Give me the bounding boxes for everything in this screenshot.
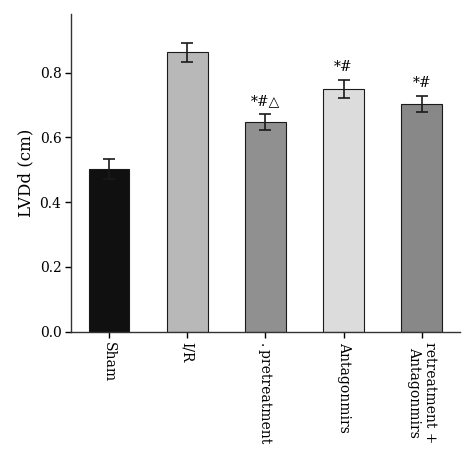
Bar xyxy=(89,169,129,332)
Text: *#: *# xyxy=(412,76,431,91)
Bar xyxy=(323,89,364,332)
Y-axis label: LVDd (cm): LVDd (cm) xyxy=(17,129,34,217)
Bar xyxy=(401,104,442,332)
Bar xyxy=(245,122,286,332)
Bar xyxy=(167,53,208,332)
Text: *#: *# xyxy=(334,60,353,74)
Text: *#△: *#△ xyxy=(251,94,280,108)
